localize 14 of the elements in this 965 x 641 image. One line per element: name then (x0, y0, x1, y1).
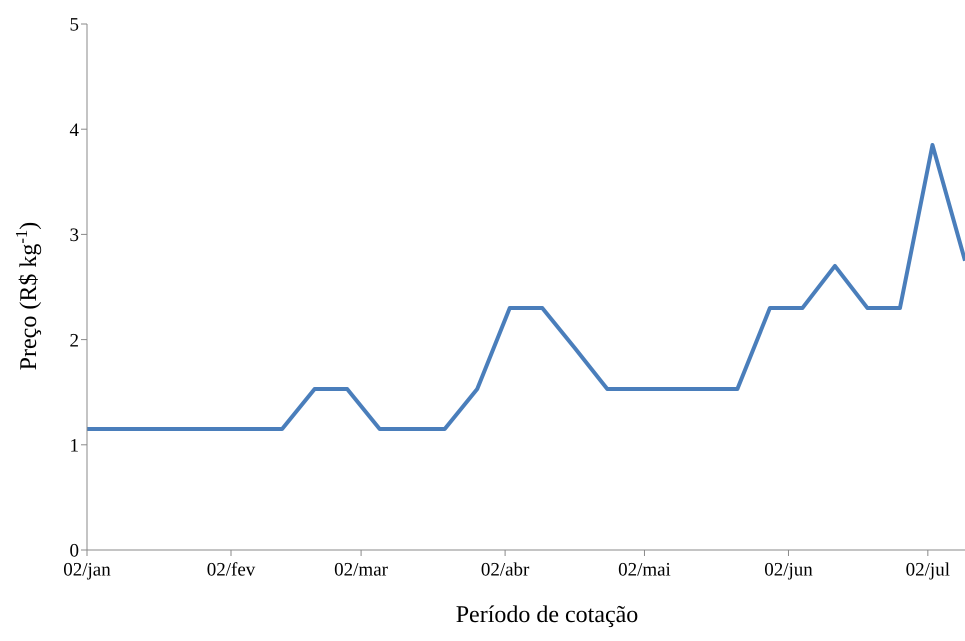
x-axis-title: Período de cotação (456, 602, 638, 628)
y-tick-label: 5 (70, 14, 79, 36)
y-tick-label: 3 (70, 225, 79, 246)
x-tick-label: 02/mai (618, 559, 671, 580)
y-tick-label: 2 (70, 330, 79, 352)
x-tick-label: 02/abr (480, 559, 530, 580)
x-tick-label: 02/mar (334, 559, 389, 580)
y-tick-label: 1 (70, 436, 79, 457)
y-tick-label: 4 (70, 120, 80, 141)
x-tick-label: 02/fev (206, 559, 256, 580)
y-tick-label: 0 (70, 540, 79, 562)
x-tick-label: 02/jan (63, 559, 112, 580)
x-tick-label: 02/jul (906, 559, 950, 580)
x-tick-label: 02/jun (764, 559, 814, 580)
